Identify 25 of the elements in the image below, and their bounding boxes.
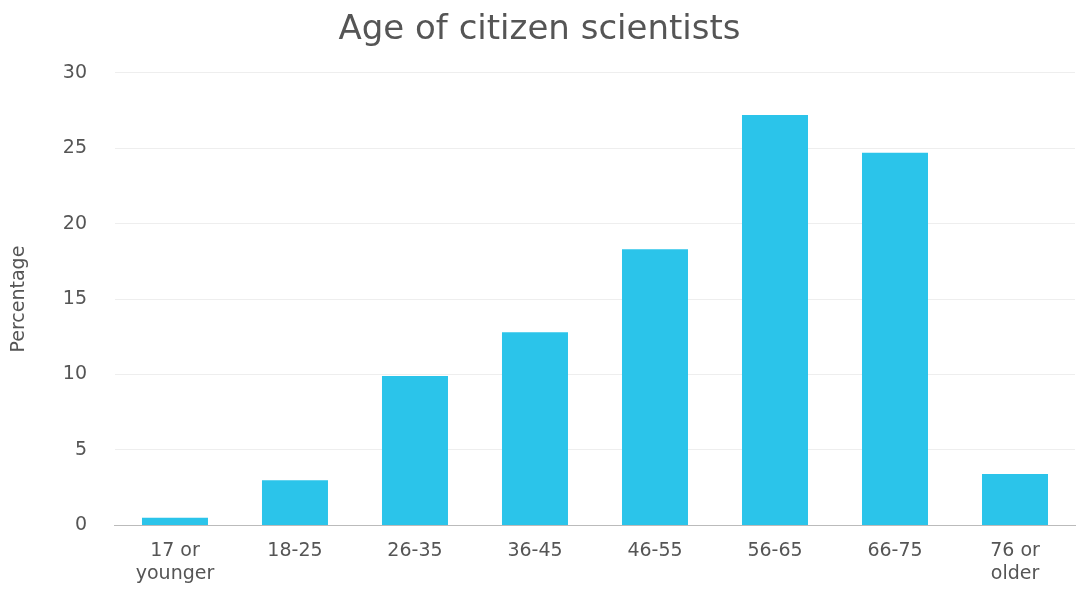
bar	[381, 376, 448, 525]
y-tick-label: 0	[74, 512, 87, 535]
bar	[862, 152, 928, 525]
y-tick-label: 30	[62, 59, 87, 82]
x-tick-label: 66-75	[867, 537, 923, 560]
bar	[261, 480, 328, 525]
x-tick-label: 76 or older	[990, 537, 1041, 583]
y-tick-label: 15	[62, 286, 87, 309]
y-tick-label: 25	[62, 135, 87, 158]
bar	[501, 332, 568, 525]
y-axis-title: Percentage	[6, 245, 29, 353]
y-tick-label: 20	[62, 210, 87, 233]
x-tick-label: 56-65	[747, 537, 803, 560]
x-tick-label: 26-35	[387, 537, 443, 560]
chart-title: Age of citizen scientists	[338, 7, 741, 48]
x-tick-label: 17 or younger	[135, 537, 215, 583]
x-tick-label: 36-45	[507, 537, 563, 560]
bar	[982, 474, 1048, 525]
bar	[621, 249, 688, 525]
y-tick-label: 5	[74, 436, 87, 459]
x-tick-label: 46-55	[627, 537, 683, 560]
x-tick-label: 18-25	[267, 537, 323, 560]
bar	[741, 115, 808, 525]
y-tick-label: 10	[62, 361, 87, 384]
bar	[141, 517, 208, 525]
